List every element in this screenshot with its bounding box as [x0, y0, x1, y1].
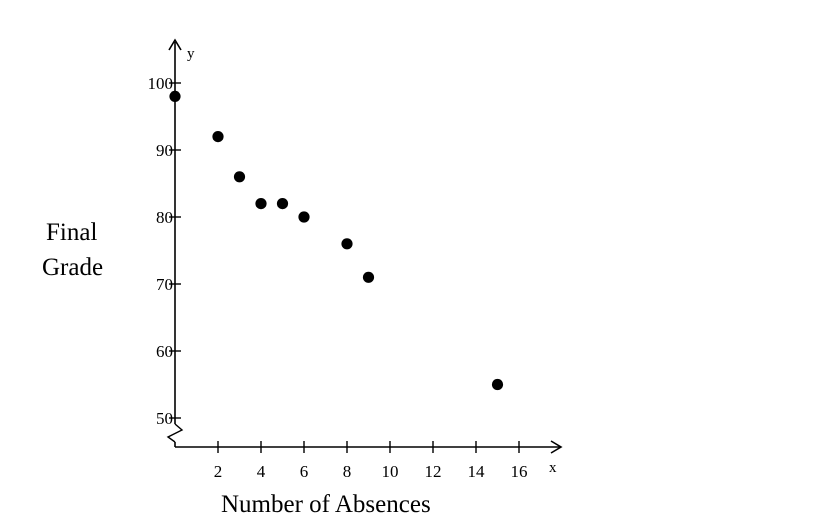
data-point	[276, 198, 289, 210]
y-axis-variable-label: y	[187, 46, 195, 62]
data-point	[298, 211, 310, 223]
y-tick-label: 80	[156, 208, 173, 227]
y-tick-label: 70	[156, 275, 173, 294]
x-axis-title: Number of Absences	[221, 491, 431, 518]
x-tick-label: 2	[214, 462, 223, 481]
data-point	[212, 131, 224, 143]
data-point	[169, 90, 181, 102]
x-tick-label: 16	[511, 462, 528, 481]
labels: y x Final Grade Number of Absences	[42, 46, 557, 518]
x-tick-label: 14	[468, 462, 486, 481]
x-tick-label: 8	[343, 462, 352, 481]
data-point	[233, 171, 246, 183]
y-tick-label: 50	[156, 409, 173, 428]
y-tick-label: 100	[148, 74, 174, 93]
data-point	[491, 378, 504, 391]
y-axis-break-icon	[166, 423, 184, 443]
y-axis-title-line-1: Final	[46, 219, 97, 246]
data-point	[341, 238, 353, 250]
x-tick-label: 12	[425, 462, 442, 481]
y-tick-label: 90	[156, 141, 173, 160]
axes	[166, 38, 563, 454]
data-point	[362, 271, 375, 283]
x-axis-arrow-icon	[550, 440, 563, 454]
y-axis-arrow-icon	[168, 38, 182, 51]
x-axis-variable-label: x	[549, 460, 557, 476]
y-tick-label: 60	[156, 342, 173, 361]
ticks: 2 4 6 8 10 12 14 16 50 60 70 80 90 100	[148, 74, 528, 481]
data-point	[255, 198, 267, 210]
data-points	[169, 90, 504, 391]
x-tick-label: 10	[382, 462, 399, 481]
x-tick-label: 4	[257, 462, 266, 481]
x-tick-label: 6	[300, 462, 309, 481]
y-axis-title-line-2: Grade	[42, 254, 103, 281]
